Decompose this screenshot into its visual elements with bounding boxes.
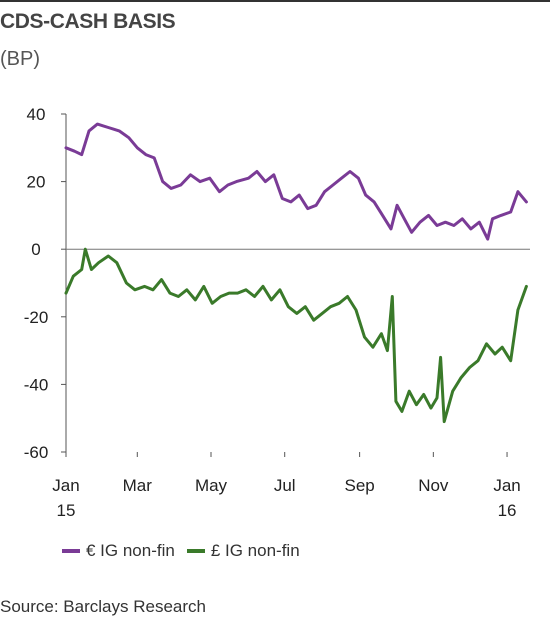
legend-item-euro: € IG non-fin xyxy=(62,541,175,561)
legend-swatch-sterling xyxy=(186,549,205,553)
chart-unit: (BP) xyxy=(0,48,40,70)
y-tick-label: -60 xyxy=(24,443,49,462)
series-lines xyxy=(64,122,528,424)
y-tick-label: 40 xyxy=(27,105,46,124)
x-tick-label: Jan xyxy=(493,476,520,495)
legend: € IG non-fin £ IG non-fin xyxy=(62,541,312,561)
y-tick-label: 0 xyxy=(31,240,40,259)
x-tick-label: May xyxy=(195,476,228,495)
x-tick-label: Sep xyxy=(345,476,375,495)
legend-swatch-euro xyxy=(62,549,80,553)
series-line-euro xyxy=(64,122,528,241)
y-tick-label: -20 xyxy=(24,308,49,327)
x-tick-label: Nov xyxy=(418,476,449,495)
chart-title: CDS-CASH BASIS xyxy=(0,10,176,33)
legend-label-euro: € IG non-fin xyxy=(86,541,175,560)
x-tick-label: Mar xyxy=(123,476,153,495)
source-note: Source: Barclays Research xyxy=(0,597,206,616)
top-rule xyxy=(0,0,550,2)
legend-item-sterling: £ IG non-fin xyxy=(186,541,300,561)
y-tick-label: -40 xyxy=(24,375,49,394)
x-tick-year-label: 16 xyxy=(498,501,517,520)
y-tick-label: 20 xyxy=(27,173,46,192)
x-tick-label: Jan xyxy=(52,476,79,495)
x-tick-year-label: 15 xyxy=(57,501,76,520)
x-tick-label: Jul xyxy=(274,476,296,495)
legend-label-sterling: £ IG non-fin xyxy=(210,541,300,560)
series-line-sterling xyxy=(64,247,528,424)
